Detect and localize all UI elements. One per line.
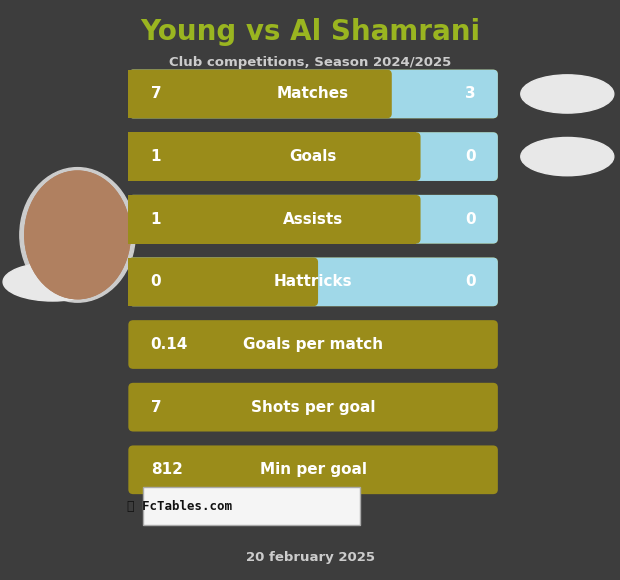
FancyBboxPatch shape [128, 70, 498, 118]
FancyBboxPatch shape [128, 320, 498, 369]
Ellipse shape [20, 168, 135, 302]
FancyBboxPatch shape [128, 132, 498, 181]
Bar [128, 195, 415, 244]
Text: 1: 1 [151, 149, 161, 164]
FancyBboxPatch shape [143, 487, 360, 525]
Text: Goals per match: Goals per match [243, 337, 383, 352]
Ellipse shape [25, 171, 130, 299]
Ellipse shape [521, 137, 614, 176]
Bar [128, 70, 387, 118]
Text: Hattricks: Hattricks [274, 274, 352, 289]
Text: 0: 0 [465, 212, 476, 227]
FancyBboxPatch shape [128, 258, 318, 306]
FancyBboxPatch shape [128, 195, 498, 244]
Bar [128, 132, 415, 181]
Text: Shots per goal: Shots per goal [251, 400, 375, 415]
FancyBboxPatch shape [128, 132, 498, 181]
FancyBboxPatch shape [128, 445, 498, 494]
Text: ⧉ FcTables.com: ⧉ FcTables.com [127, 499, 232, 513]
Text: Young vs Al Shamrani: Young vs Al Shamrani [140, 18, 480, 46]
Text: Matches: Matches [277, 86, 349, 102]
FancyBboxPatch shape [128, 70, 498, 118]
Text: 0: 0 [151, 274, 161, 289]
Bar [128, 258, 313, 306]
FancyBboxPatch shape [128, 132, 420, 181]
Text: 7: 7 [151, 400, 161, 415]
Ellipse shape [3, 263, 102, 301]
Ellipse shape [25, 171, 130, 299]
FancyBboxPatch shape [128, 195, 498, 244]
Text: 0: 0 [465, 274, 476, 289]
FancyBboxPatch shape [128, 258, 498, 306]
FancyBboxPatch shape [128, 195, 420, 244]
Text: 7: 7 [151, 86, 161, 102]
Text: 20 february 2025: 20 february 2025 [246, 552, 374, 564]
Text: 3: 3 [465, 86, 476, 102]
Text: Club competitions, Season 2024/2025: Club competitions, Season 2024/2025 [169, 56, 451, 68]
Text: 0: 0 [465, 149, 476, 164]
Text: Min per goal: Min per goal [260, 462, 366, 477]
Text: 812: 812 [151, 462, 182, 477]
FancyBboxPatch shape [128, 383, 498, 432]
Ellipse shape [521, 75, 614, 113]
FancyBboxPatch shape [128, 70, 392, 118]
FancyBboxPatch shape [128, 258, 498, 306]
Text: 0.14: 0.14 [151, 337, 188, 352]
Text: 1: 1 [151, 212, 161, 227]
Text: Assists: Assists [283, 212, 343, 227]
Text: Goals: Goals [290, 149, 337, 164]
